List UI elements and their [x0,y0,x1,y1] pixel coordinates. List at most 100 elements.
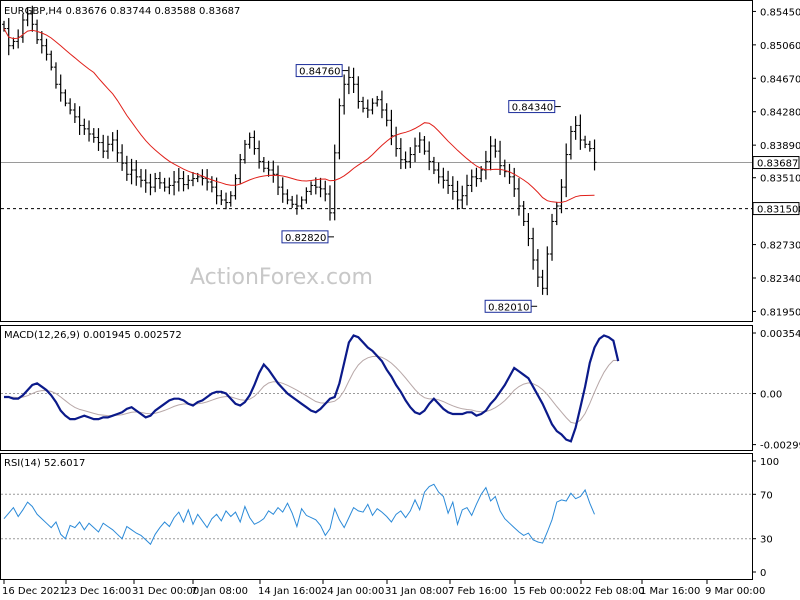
rsi-tick-label: 0 [760,568,766,579]
price-bar [63,89,68,107]
price-bar [190,172,195,187]
price-bar [389,109,394,146]
price-bar [398,138,403,170]
price-bar [228,191,233,207]
price-bar [365,99,370,118]
price-bar [384,103,389,127]
price-tick-label: 0.84670 [760,74,800,85]
price-bar [82,118,87,135]
ma-line [3,28,595,203]
price-bar [157,171,162,189]
price-bar [290,195,295,208]
price-bar [587,140,592,152]
price-bar [280,177,285,203]
price-bar [327,185,332,221]
price-tick-label: 0.83890 [760,141,800,152]
price-bar [356,76,361,109]
price-bar [309,181,314,196]
rsi-tick-label: 70 [760,490,773,501]
x-tick-label: 14 Jan 16:00 [258,586,321,597]
price-bar [342,74,347,115]
price-bar [403,151,408,169]
price-tick-label: 0.82340 [760,274,800,285]
price-bar [346,66,351,95]
price-bar [238,153,243,184]
price-annotation: 0.84340 [508,100,561,114]
price-bar [469,169,474,193]
price-bar [568,125,573,160]
price-bar [176,168,181,192]
price-bar [91,128,96,143]
price-bar [49,50,54,71]
macd-signal-line [4,355,619,424]
price-bar [172,170,177,196]
moving-average [3,28,595,203]
price-bar [375,95,380,107]
price-bar [247,132,252,149]
annotation-box [508,100,556,114]
annotation-label: 0.82820 [285,233,326,244]
price-bar [101,134,106,159]
annotation-label: 0.84340 [512,103,553,114]
price-bar [408,147,413,169]
x-tick-label: 9 Mar 00:00 [705,586,765,597]
current-price-label: 0.83687 [752,156,800,170]
price-bar [72,103,77,124]
macd-panel-frame [0,325,753,451]
price-bar [488,136,493,171]
support-price-label-box [752,202,800,216]
price-tick-label: 0.84280 [760,108,800,119]
x-tick-label: 1 Mar 16:00 [640,586,700,597]
price-bar [545,246,550,296]
price-bar [110,132,115,152]
x-tick-label: 31 Dec 00:00 [132,586,199,597]
price-bar [96,128,101,151]
price-bar [521,200,526,226]
macd-header: MACD(12,26,9) 0.001945 0.002572 [4,330,182,341]
macd-y-axis: 0.003548 0.00 -0.002992 [752,329,800,452]
support-price-label-text: 0.83150 [757,205,798,216]
price-bar [583,135,588,149]
price-header: EURGBP,H4 0.83676 0.83744 0.83588 0.8368… [4,6,240,17]
x-tick-label: 24 Jan 00:00 [321,586,384,597]
annotation-box [484,299,532,313]
rsi-panel-frame [0,453,753,580]
price-bar [441,167,446,189]
price-bar [474,167,479,187]
price-bar [252,130,257,155]
price-bar [450,176,455,200]
price-bar [578,114,583,150]
x-tick-label: 16 Dec 2021 [2,586,66,597]
price-bar [153,172,158,193]
rsi-tick-label: 100 [760,457,779,468]
x-tick-label: 22 Feb 08:00 [579,586,645,597]
price-bar [361,96,366,113]
price-bar [427,141,432,171]
price-bar [294,194,299,215]
annotation-label: 0.82010 [488,302,529,313]
price-bar [233,174,238,200]
price-bar [124,155,129,181]
price-bar [540,269,545,295]
price-bar [370,98,375,115]
macd-tick-label: 0.003548 [760,329,800,340]
price-bar [30,5,35,32]
price-bar [535,249,540,287]
price-bar [68,98,73,115]
price-bar [436,162,441,184]
price-bar [224,192,229,210]
price-bar [564,143,569,198]
price-bar [167,177,172,195]
price-bar [351,67,356,93]
price-tick-label: 0.85060 [760,41,800,52]
price-annotations: 0.84760 0.82820 0.84340 0.82010 [281,64,561,313]
price-bar [53,62,58,89]
price-bar [379,90,384,119]
price-bar [120,144,125,171]
price-bar [87,120,92,142]
current-price-label-box [752,156,800,170]
price-tick-label: 0.82730 [760,241,800,252]
price-bar [257,140,262,169]
price-bar [318,177,323,198]
